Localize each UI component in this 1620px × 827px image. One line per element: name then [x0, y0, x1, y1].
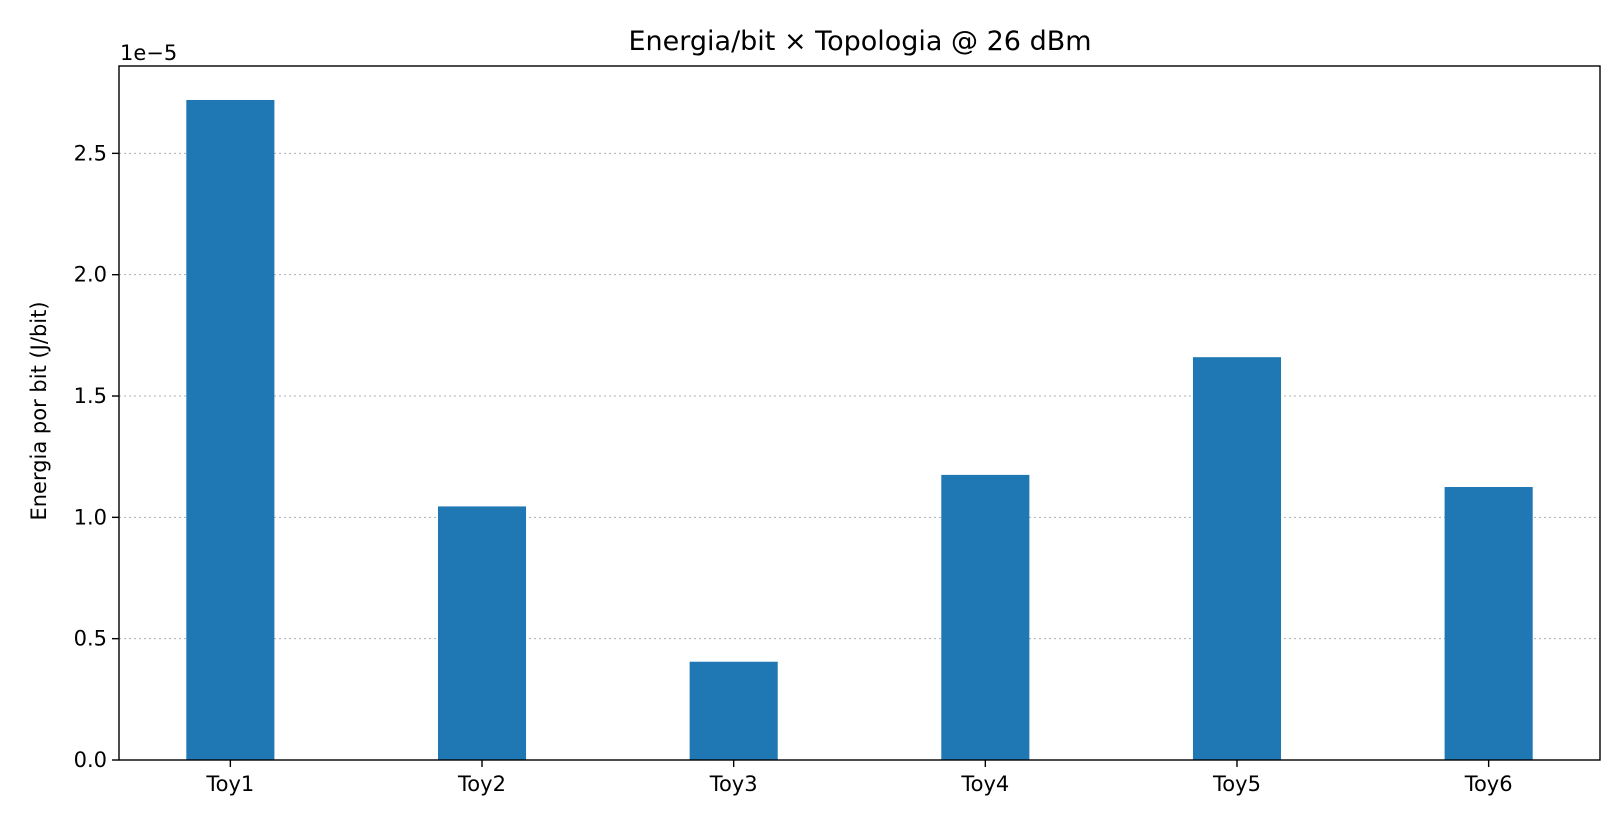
y-axis-label: Energia por bit (J/bit)	[27, 301, 51, 520]
bar-toy1	[186, 99, 275, 760]
x-axis-ticks: Toy1 Toy2 Toy3 Toy4 Toy5 Toy6	[205, 760, 1513, 796]
x-tick-label: Toy1	[205, 772, 254, 796]
y-tick-label: 0.5	[74, 627, 107, 651]
bar-toy6	[1444, 487, 1533, 760]
grid-lines	[119, 152, 1600, 640]
bar-toy4	[941, 474, 1030, 760]
y-tick-label: 2.0	[74, 263, 107, 287]
bar-toy2	[437, 506, 527, 760]
x-tick-label: Toy2	[457, 772, 506, 796]
y-tick-label: 0.0	[74, 748, 107, 772]
y-offset-label: 1e−5	[120, 41, 177, 65]
bar-toy5	[1192, 357, 1282, 760]
x-tick-label: Toy6	[1464, 772, 1513, 796]
x-tick-label: Toy4	[960, 772, 1009, 796]
bars	[186, 99, 1533, 760]
bar-toy3	[689, 661, 778, 760]
y-tick-label: 1.5	[74, 384, 107, 408]
plot-frame	[118, 65, 1601, 761]
y-axis-ticks: 0.0 0.5 1.0 1.5 2.0 2.5	[74, 141, 119, 772]
y-tick-label: 2.5	[74, 141, 107, 165]
chart-title: Energia/bit × Topologia @ 26 dBm	[628, 26, 1091, 57]
y-tick-label: 1.0	[74, 505, 107, 529]
x-tick-label: Toy5	[1212, 772, 1261, 796]
x-tick-label: Toy3	[709, 772, 758, 796]
